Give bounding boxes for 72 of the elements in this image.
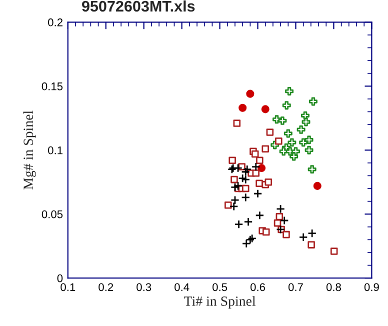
- point: [233, 120, 241, 127]
- point: [246, 90, 254, 98]
- point: [262, 145, 270, 152]
- point: [264, 178, 272, 186]
- x-tick-label: 0.7: [288, 283, 303, 292]
- point: [284, 129, 292, 138]
- point: [228, 156, 236, 164]
- point: [251, 150, 259, 158]
- point: [253, 189, 262, 198]
- point: [244, 217, 253, 226]
- point: [296, 125, 306, 134]
- point: [302, 118, 310, 126]
- point: [304, 136, 314, 144]
- point: [276, 204, 286, 214]
- y-tick-label: 0: [57, 274, 63, 282]
- point: [230, 182, 240, 192]
- point: [234, 220, 244, 229]
- x-tick-label: 0.9: [364, 283, 379, 292]
- point: [241, 192, 250, 202]
- point: [330, 248, 338, 255]
- point: [229, 202, 238, 211]
- point: [266, 128, 274, 136]
- point: [234, 181, 243, 190]
- point: [246, 235, 255, 244]
- point: [256, 156, 264, 164]
- point: [304, 146, 314, 154]
- point: [242, 184, 250, 192]
- point: [274, 219, 282, 227]
- x-tick-label: 0.6: [250, 283, 266, 292]
- y-tick-label: 0.15: [42, 82, 63, 90]
- point: [242, 164, 252, 174]
- point: [251, 162, 260, 172]
- x-tick-label: 0.5: [212, 283, 228, 292]
- point: [234, 164, 243, 173]
- y-tick-label: 0.05: [42, 210, 63, 218]
- point: [275, 138, 282, 145]
- point: [308, 97, 318, 106]
- point: [255, 210, 264, 220]
- point: [258, 164, 266, 172]
- x-tick-label: 0.2: [98, 283, 114, 292]
- y-tick-label: 0.2: [48, 18, 62, 26]
- point: [282, 101, 291, 110]
- point: [252, 170, 260, 177]
- point: [241, 175, 250, 184]
- point: [230, 196, 240, 205]
- point: [224, 202, 232, 209]
- point: [262, 228, 270, 236]
- point: [261, 105, 270, 114]
- x-tick-label: 0.4: [174, 283, 190, 292]
- point: [285, 87, 294, 96]
- y-axis-title: Mg# in Spinel: [23, 110, 36, 190]
- chart-title: 95072603MT.xls: [82, 0, 195, 12]
- point: [308, 165, 316, 174]
- point: [230, 176, 238, 184]
- y-tick-label: 0.1: [48, 146, 62, 154]
- x-axis-title: Ti# in Spinel: [184, 296, 256, 309]
- point: [288, 138, 296, 147]
- point: [290, 152, 298, 161]
- point: [313, 182, 322, 190]
- point: [280, 216, 289, 225]
- point: [278, 116, 287, 125]
- x-tick-label: 0.1: [60, 283, 76, 292]
- point: [308, 241, 315, 248]
- point: [282, 230, 290, 238]
- point: [308, 228, 317, 238]
- point: [238, 104, 247, 112]
- x-tick-label: 0.3: [136, 283, 152, 292]
- point: [279, 147, 288, 156]
- x-tick-label: 0.8: [326, 283, 341, 292]
- point: [299, 138, 308, 147]
- point: [276, 213, 284, 220]
- point: [298, 232, 308, 242]
